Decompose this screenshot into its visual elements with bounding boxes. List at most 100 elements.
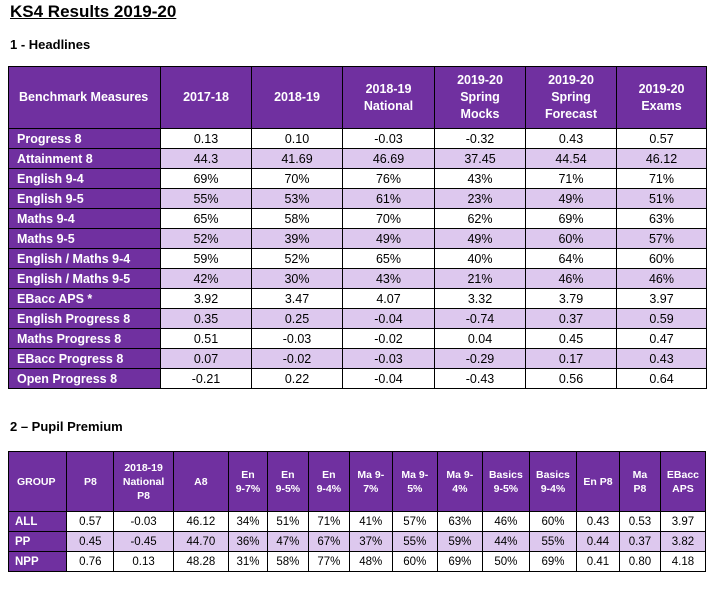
headlines-value-cell: 53% bbox=[251, 188, 343, 209]
headlines-value-cell: 57% bbox=[616, 228, 707, 249]
headlines-value-cell: 40% bbox=[434, 248, 526, 269]
headlines-header-cell: 2019-20 Spring Mocks bbox=[434, 66, 526, 129]
pupil-premium-value-cell: 0.37 bbox=[618, 531, 661, 552]
headlines-value-cell: 58% bbox=[251, 208, 343, 229]
pupil-premium-value-cell: 0.13 bbox=[113, 551, 174, 572]
headlines-value-cell: 43% bbox=[434, 168, 526, 189]
headlines-value-cell: 0.43 bbox=[525, 128, 617, 149]
headlines-value-cell: 69% bbox=[525, 208, 617, 229]
pupil-premium-group-label: ALL bbox=[7, 511, 68, 532]
headlines-value-cell: 55% bbox=[160, 188, 252, 209]
headlines-row-label: Progress 8 bbox=[8, 128, 161, 149]
headlines-row: English / Maths 9-4 59% 52% 65% 40% 64% 60% bbox=[8, 248, 707, 269]
headlines-value-cell: 0.56 bbox=[525, 368, 617, 389]
headlines-value-cell: 49% bbox=[434, 228, 526, 249]
headlines-value-cell: 0.25 bbox=[251, 308, 343, 329]
headlines-row-label: Open Progress 8 bbox=[8, 368, 161, 389]
pupil-premium-value-cell: 3.82 bbox=[659, 531, 707, 552]
headlines-value-cell: -0.21 bbox=[160, 368, 252, 389]
pupil-premium-value-cell: 0.53 bbox=[618, 511, 661, 532]
pupil-premium-value-cell: 0.80 bbox=[618, 551, 661, 572]
pupil-premium-value-cell: 47% bbox=[266, 531, 309, 552]
headlines-value-cell: 44.54 bbox=[525, 148, 617, 169]
headlines-value-cell: 0.51 bbox=[160, 328, 252, 349]
pupil-premium-header-cell: 2018-19 National P8 bbox=[113, 451, 174, 512]
pupil-premium-header-cell: Ma 9- 5% bbox=[391, 451, 438, 512]
headlines-row-label: Attainment 8 bbox=[8, 148, 161, 169]
headlines-value-cell: -0.32 bbox=[434, 128, 526, 149]
pupil-premium-header-cell: En 9-7% bbox=[228, 451, 268, 512]
headlines-header-cell: 2017-18 bbox=[160, 66, 252, 129]
headlines-value-cell: 0.10 bbox=[251, 128, 343, 149]
headlines-row-label: EBacc Progress 8 bbox=[8, 348, 161, 369]
pupil-premium-value-cell: 4.18 bbox=[659, 551, 707, 572]
pupil-premium-value-cell: 44% bbox=[481, 531, 530, 552]
headlines-value-cell: -0.04 bbox=[342, 368, 435, 389]
headlines-value-cell: 63% bbox=[616, 208, 707, 229]
headlines-value-cell: 60% bbox=[525, 228, 617, 249]
headlines-value-cell: 42% bbox=[160, 268, 252, 289]
pupil-premium-value-cell: 0.45 bbox=[66, 531, 115, 552]
pupil-premium-value-cell: 55% bbox=[528, 531, 578, 552]
headlines-row-label: EBacc APS * bbox=[8, 288, 161, 309]
headlines-value-cell: 71% bbox=[616, 168, 707, 189]
headlines-value-cell: 0.43 bbox=[616, 348, 707, 369]
pupil-premium-value-cell: 57% bbox=[391, 511, 438, 532]
pupil-premium-header-cell: En P8 bbox=[576, 451, 620, 512]
pupil-premium-value-cell: 34% bbox=[228, 511, 268, 532]
headlines-value-cell: 37.45 bbox=[434, 148, 526, 169]
headlines-row: Maths 9-5 52% 39% 49% 49% 60% 57% bbox=[8, 228, 707, 249]
headlines-row: English / Maths 9-5 42% 30% 43% 21% 46% 46% bbox=[8, 268, 707, 289]
pupil-premium-value-cell: 0.41 bbox=[576, 551, 620, 572]
pupil-premium-value-cell: 44.70 bbox=[172, 531, 230, 552]
headlines-value-cell: -0.43 bbox=[434, 368, 526, 389]
headlines-value-cell: 70% bbox=[251, 168, 343, 189]
pupil-premium-header-cell: P8 bbox=[66, 451, 115, 512]
headlines-value-cell: 61% bbox=[342, 188, 435, 209]
headlines-value-cell: 0.35 bbox=[160, 308, 252, 329]
headlines-row: Attainment 8 44.3 41.69 46.69 37.45 44.54 46.1… bbox=[8, 148, 707, 169]
headlines-header-cell: 2018-19 National bbox=[342, 66, 435, 129]
pupil-premium-group-label: PP bbox=[7, 531, 68, 552]
headlines-value-cell: -0.03 bbox=[342, 128, 435, 149]
pupil-premium-row: NPP 0.76 0.13 48.28 31% 58% 77% 48% 60% 69% 50% 69%… bbox=[7, 551, 707, 572]
pupil-premium-value-cell: 51% bbox=[266, 511, 309, 532]
pupil-premium-value-cell: 60% bbox=[391, 551, 438, 572]
pupil-premium-value-cell: 48.28 bbox=[172, 551, 230, 572]
pupil-premium-value-cell: 67% bbox=[307, 531, 350, 552]
pupil-premium-header-cell: GROUP bbox=[7, 451, 68, 512]
headlines-value-cell: 46% bbox=[616, 268, 707, 289]
headlines-row: Progress 8 0.13 0.10 -0.03 -0.32 0.43 0.57 bbox=[8, 128, 707, 149]
headlines-header-cell: 2018-19 bbox=[251, 66, 343, 129]
headlines-value-cell: 65% bbox=[160, 208, 252, 229]
headlines-value-cell: 46.12 bbox=[616, 148, 707, 169]
pupil-premium-value-cell: 59% bbox=[436, 531, 483, 552]
pupil-premium-row: PP 0.45 -0.45 44.70 36% 47% 67% 37% 55% 59% 44% 55%… bbox=[7, 531, 707, 552]
pupil-premium-group-label: NPP bbox=[7, 551, 68, 572]
pupil-premium-value-cell: 37% bbox=[348, 531, 393, 552]
headlines-value-cell: 0.59 bbox=[616, 308, 707, 329]
headlines-value-cell: 43% bbox=[342, 268, 435, 289]
headlines-row: EBacc APS * 3.92 3.47 4.07 3.32 3.79 3.97 bbox=[8, 288, 707, 309]
pupil-premium-value-cell: 55% bbox=[391, 531, 438, 552]
headlines-table: Benchmark Measures 2017-18 2018-19 2018-… bbox=[8, 66, 707, 389]
headlines-value-cell: 23% bbox=[434, 188, 526, 209]
pupil-premium-value-cell: 46% bbox=[481, 511, 530, 532]
headlines-value-cell: 69% bbox=[160, 168, 252, 189]
headlines-row-label: English / Maths 9-4 bbox=[8, 248, 161, 269]
headlines-value-cell: 0.17 bbox=[525, 348, 617, 369]
headlines-row-label: Maths Progress 8 bbox=[8, 328, 161, 349]
pupil-premium-value-cell: 0.44 bbox=[576, 531, 620, 552]
headlines-value-cell: 0.04 bbox=[434, 328, 526, 349]
pupil-premium-value-cell: 69% bbox=[436, 551, 483, 572]
pupil-premium-value-cell: 48% bbox=[348, 551, 393, 572]
pupil-premium-table: GROUP P8 2018-19 National P8 A8 En 9-7% En 9-5% En… bbox=[7, 451, 707, 572]
pupil-premium-value-cell: 41% bbox=[348, 511, 393, 532]
headlines-row-label: Maths 9-5 bbox=[8, 228, 161, 249]
pupil-premium-value-cell: 0.76 bbox=[66, 551, 115, 572]
pupil-premium-header-cell: A8 bbox=[172, 451, 230, 512]
headlines-value-cell: 62% bbox=[434, 208, 526, 229]
headlines-value-cell: 65% bbox=[342, 248, 435, 269]
headlines-row: English 9-4 69% 70% 76% 43% 71% 71% bbox=[8, 168, 707, 189]
pupil-premium-value-cell: 69% bbox=[528, 551, 578, 572]
